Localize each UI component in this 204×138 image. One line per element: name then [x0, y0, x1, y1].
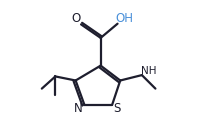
Text: O: O [71, 12, 80, 26]
Text: OH: OH [115, 12, 133, 25]
Text: S: S [114, 102, 121, 115]
Text: NH: NH [141, 66, 156, 76]
Text: N: N [74, 102, 83, 115]
